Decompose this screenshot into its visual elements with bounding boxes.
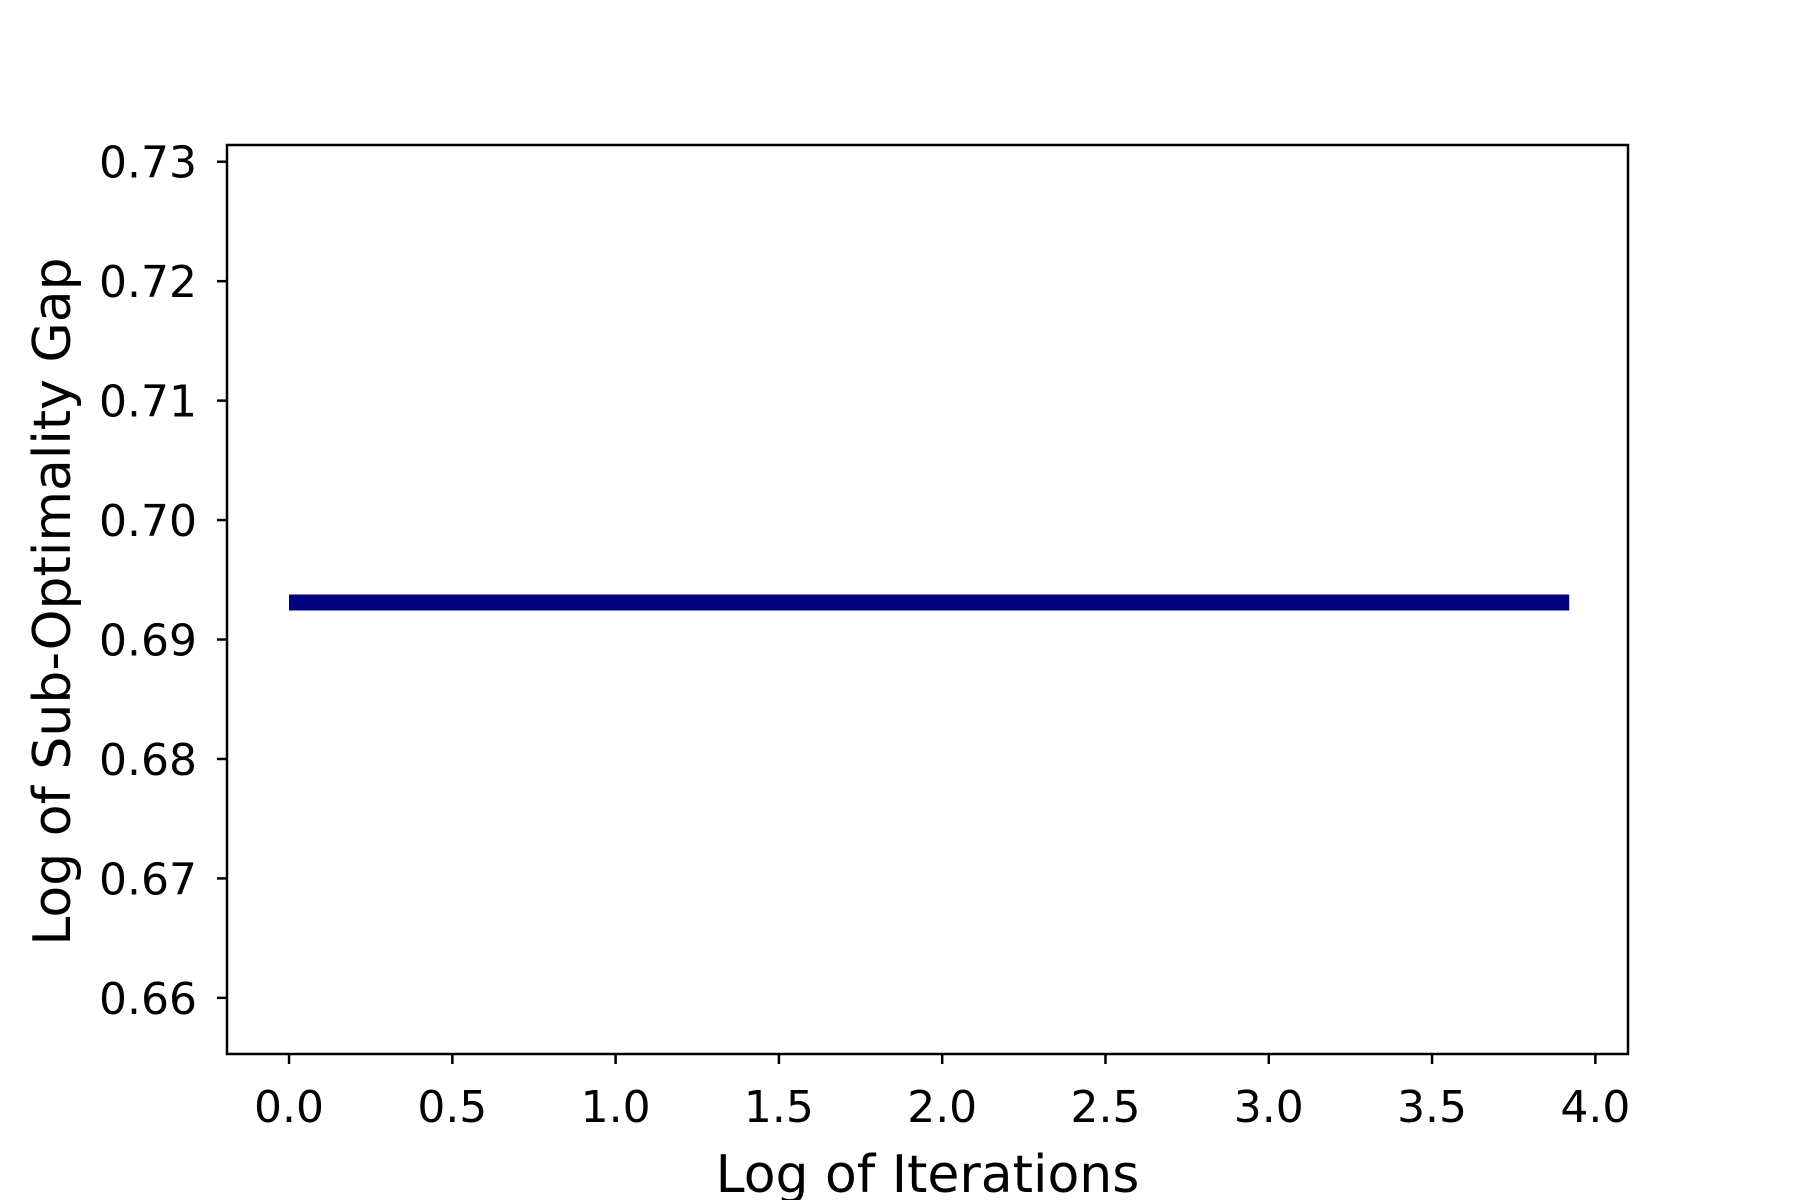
- axes-frame: [225, 143, 1630, 1056]
- y-tick-label: 0.73: [99, 138, 197, 189]
- x-axis-label: Log of Iterations: [716, 1145, 1140, 1200]
- x-tick-label: 0.0: [254, 1082, 324, 1133]
- y-tick-label: 0.70: [99, 496, 197, 547]
- y-tick-label: 0.66: [99, 974, 197, 1025]
- x-tick-label: 1.5: [744, 1082, 814, 1133]
- x-axis-ticks: 0.0 0.5 1.0 1.5 2.0 2.5 3.0 3.5 4.0: [254, 1054, 1630, 1133]
- y-tick-label: 0.72: [99, 257, 197, 308]
- x-tick-label: 4.0: [1560, 1082, 1630, 1133]
- x-tick-label: 3.5: [1397, 1082, 1467, 1133]
- x-tick-label: 2.0: [907, 1082, 977, 1133]
- y-tick-label: 0.68: [99, 735, 197, 786]
- x-tick-label: 0.5: [417, 1082, 487, 1133]
- x-tick-label: 1.0: [581, 1082, 651, 1133]
- y-tick-label: 0.71: [99, 377, 197, 428]
- x-tick-label: 2.5: [1070, 1082, 1140, 1133]
- y-axis-ticks: 0.66 0.67 0.68 0.69 0.70 0.71 0.72 0.73: [99, 138, 227, 1025]
- y-axis-label: Log of Sub-Optimality Gap: [23, 257, 83, 945]
- y-tick-label: 0.67: [99, 854, 197, 905]
- y-tick-label: 0.69: [99, 616, 197, 667]
- x-tick-label: 3.0: [1234, 1082, 1304, 1133]
